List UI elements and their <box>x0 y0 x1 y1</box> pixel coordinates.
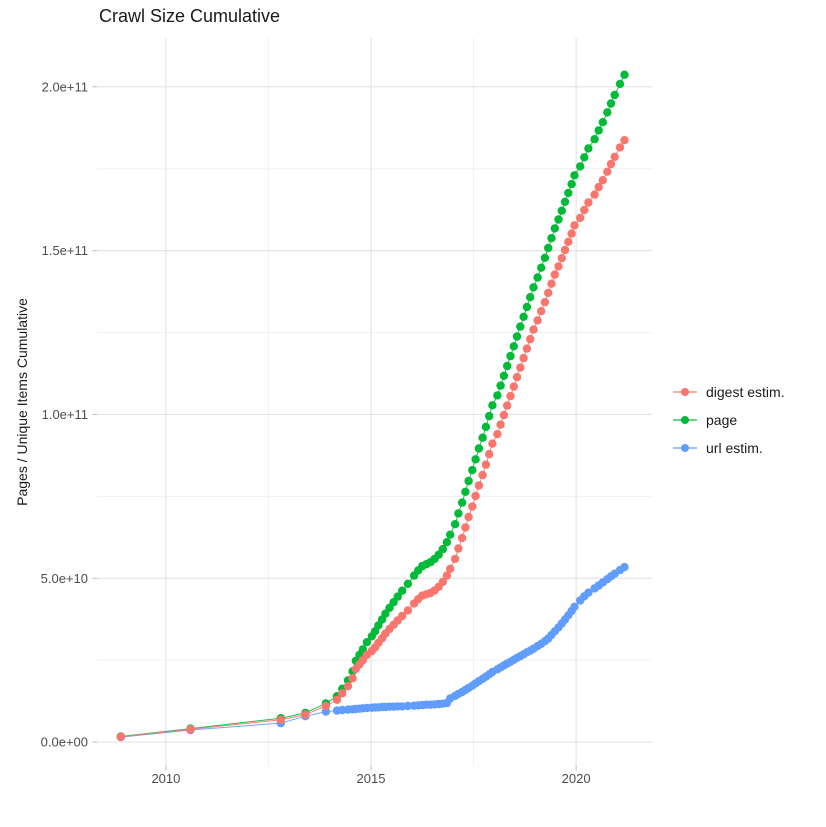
legend-key-icon <box>673 444 697 452</box>
legend-item-label: url estim. <box>706 440 763 456</box>
legend-key-icon <box>673 416 697 424</box>
legend-item-label: page <box>706 412 738 428</box>
y-tick-labels: 0.0e+00 5.0e+10 1.0e+11 1.5e+11 2.0e+11 <box>41 79 88 749</box>
legend-item-page: page <box>672 406 785 434</box>
series-digest-estim <box>116 136 629 741</box>
legend-item-url-estim: url estim. <box>672 434 785 462</box>
y-tick-label: 5.0e+10 <box>41 571 88 586</box>
legend-item-digest-estim: digest estim. <box>672 378 785 406</box>
x-tick-label: 2010 <box>151 771 180 786</box>
axis-ticks <box>92 86 577 771</box>
x-tick-label: 2020 <box>562 771 591 786</box>
y-tick-label: 0.0e+00 <box>41 735 88 750</box>
legend-key-icon <box>673 388 697 396</box>
y-tick-label: 1.5e+11 <box>42 243 88 258</box>
y-tick-label: 2.0e+11 <box>42 79 88 94</box>
y-axis-title: Pages / Unique Items Cumulative <box>14 298 30 506</box>
legend: digest estim. page url estim. <box>672 378 785 462</box>
chart-title: Crawl Size Cumulative <box>99 6 281 26</box>
y-tick-label: 1.0e+11 <box>42 407 88 422</box>
x-tick-label: 2015 <box>357 771 386 786</box>
x-tick-labels: 2010 2015 2020 <box>151 771 590 786</box>
grid-major <box>97 38 652 766</box>
grid-minor <box>97 38 652 766</box>
legend-item-label: digest estim. <box>706 384 785 400</box>
